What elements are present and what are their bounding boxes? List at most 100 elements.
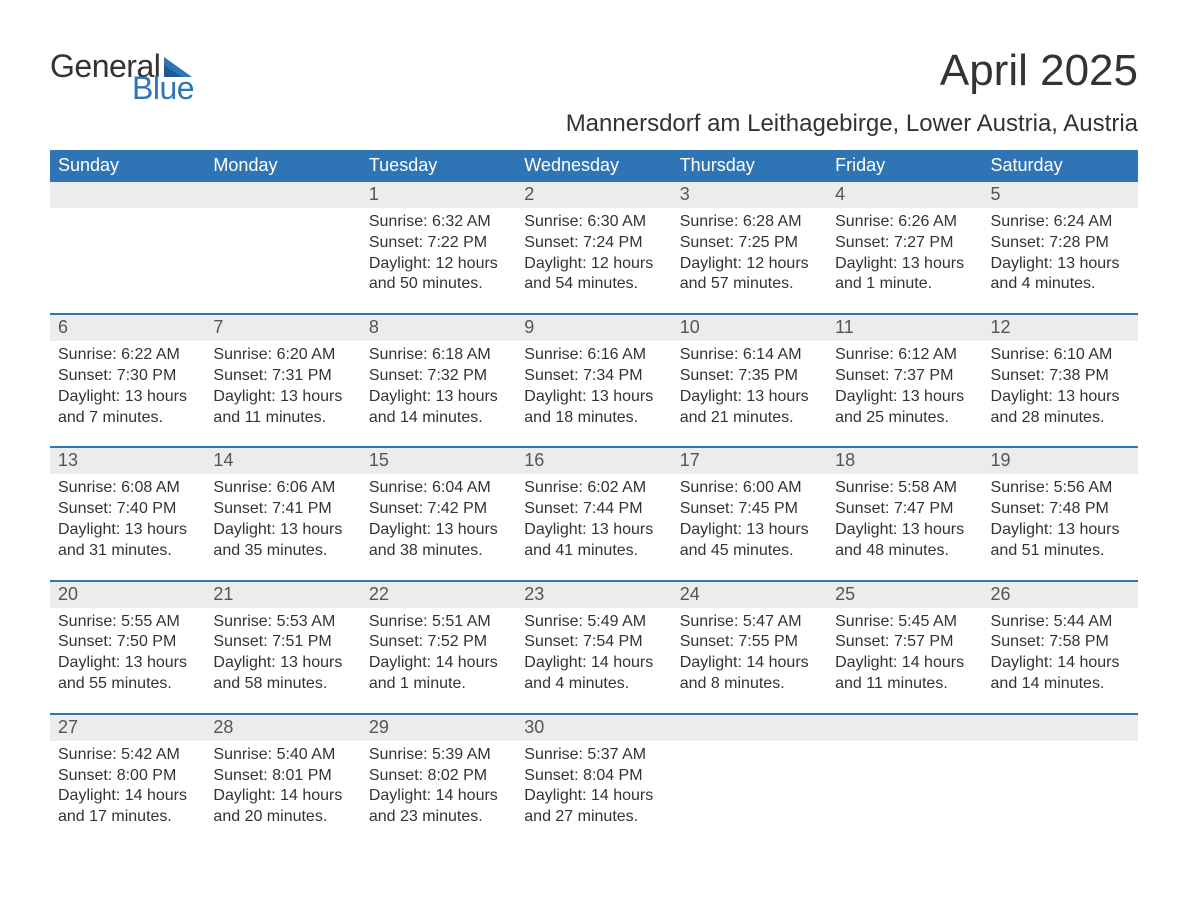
- day-line: Sunrise: 5:37 AM: [524, 745, 663, 766]
- day-number: 19: [983, 448, 1138, 474]
- day-body: Sunrise: 5:55 AMSunset: 7:50 PMDaylight:…: [50, 608, 205, 695]
- day-line: Daylight: 13 hours and 28 minutes.: [991, 387, 1130, 429]
- week-row: 20Sunrise: 5:55 AMSunset: 7:50 PMDayligh…: [50, 580, 1138, 713]
- day-line: Sunrise: 5:39 AM: [369, 745, 508, 766]
- day-body: Sunrise: 6:04 AMSunset: 7:42 PMDaylight:…: [361, 474, 516, 561]
- day-cell: 11Sunrise: 6:12 AMSunset: 7:37 PMDayligh…: [827, 315, 982, 446]
- day-line: Sunset: 7:54 PM: [524, 632, 663, 653]
- week-row: 27Sunrise: 5:42 AMSunset: 8:00 PMDayligh…: [50, 713, 1138, 846]
- day-cell: 7Sunrise: 6:20 AMSunset: 7:31 PMDaylight…: [205, 315, 360, 446]
- day-cell: 13Sunrise: 6:08 AMSunset: 7:40 PMDayligh…: [50, 448, 205, 579]
- day-body: Sunrise: 5:58 AMSunset: 7:47 PMDaylight:…: [827, 474, 982, 561]
- day-body: Sunrise: 6:06 AMSunset: 7:41 PMDaylight:…: [205, 474, 360, 561]
- day-cell: 24Sunrise: 5:47 AMSunset: 7:55 PMDayligh…: [672, 582, 827, 713]
- day-body: Sunrise: 6:08 AMSunset: 7:40 PMDaylight:…: [50, 474, 205, 561]
- day-line: Sunset: 8:02 PM: [369, 766, 508, 787]
- day-line: Sunset: 7:32 PM: [369, 366, 508, 387]
- day-line: Daylight: 14 hours and 14 minutes.: [991, 653, 1130, 695]
- day-line: Sunrise: 6:10 AM: [991, 345, 1130, 366]
- day-line: Sunrise: 6:04 AM: [369, 478, 508, 499]
- dow-row: Sunday Monday Tuesday Wednesday Thursday…: [50, 150, 1138, 182]
- day-line: Sunset: 7:24 PM: [524, 233, 663, 254]
- day-line: Sunset: 7:30 PM: [58, 366, 197, 387]
- week-row: 13Sunrise: 6:08 AMSunset: 7:40 PMDayligh…: [50, 446, 1138, 579]
- day-line: Sunset: 7:28 PM: [991, 233, 1130, 254]
- day-line: Sunrise: 6:20 AM: [213, 345, 352, 366]
- day-cell: 27Sunrise: 5:42 AMSunset: 8:00 PMDayligh…: [50, 715, 205, 846]
- day-line: Daylight: 13 hours and 21 minutes.: [680, 387, 819, 429]
- day-line: Sunset: 7:35 PM: [680, 366, 819, 387]
- day-cell: 25Sunrise: 5:45 AMSunset: 7:57 PMDayligh…: [827, 582, 982, 713]
- day-cell: 21Sunrise: 5:53 AMSunset: 7:51 PMDayligh…: [205, 582, 360, 713]
- day-line: Sunset: 8:01 PM: [213, 766, 352, 787]
- day-body: Sunrise: 5:42 AMSunset: 8:00 PMDaylight:…: [50, 741, 205, 828]
- day-line: Daylight: 13 hours and 48 minutes.: [835, 520, 974, 562]
- day-line: Daylight: 14 hours and 1 minute.: [369, 653, 508, 695]
- day-cell: 10Sunrise: 6:14 AMSunset: 7:35 PMDayligh…: [672, 315, 827, 446]
- day-body: Sunrise: 6:28 AMSunset: 7:25 PMDaylight:…: [672, 208, 827, 295]
- day-line: Daylight: 13 hours and 55 minutes.: [58, 653, 197, 695]
- day-line: Sunset: 7:44 PM: [524, 499, 663, 520]
- day-body: Sunrise: 6:24 AMSunset: 7:28 PMDaylight:…: [983, 208, 1138, 295]
- day-body: Sunrise: 5:49 AMSunset: 7:54 PMDaylight:…: [516, 608, 671, 695]
- day-cell: 23Sunrise: 5:49 AMSunset: 7:54 PMDayligh…: [516, 582, 671, 713]
- day-number: 16: [516, 448, 671, 474]
- day-line: Sunrise: 6:18 AM: [369, 345, 508, 366]
- day-number: 21: [205, 582, 360, 608]
- day-line: Daylight: 14 hours and 20 minutes.: [213, 786, 352, 828]
- day-cell: 2Sunrise: 6:30 AMSunset: 7:24 PMDaylight…: [516, 182, 671, 313]
- day-number: 24: [672, 582, 827, 608]
- day-line: Sunrise: 5:44 AM: [991, 612, 1130, 633]
- dow-thursday: Thursday: [672, 150, 827, 182]
- day-line: Sunrise: 5:58 AM: [835, 478, 974, 499]
- day-number: 15: [361, 448, 516, 474]
- day-line: Daylight: 13 hours and 25 minutes.: [835, 387, 974, 429]
- day-number: 30: [516, 715, 671, 741]
- day-line: Sunrise: 6:06 AM: [213, 478, 352, 499]
- day-cell: 9Sunrise: 6:16 AMSunset: 7:34 PMDaylight…: [516, 315, 671, 446]
- day-number: 26: [983, 582, 1138, 608]
- day-number: 25: [827, 582, 982, 608]
- day-line: Sunset: 7:37 PM: [835, 366, 974, 387]
- day-body: Sunrise: 5:39 AMSunset: 8:02 PMDaylight:…: [361, 741, 516, 828]
- day-line: Daylight: 12 hours and 50 minutes.: [369, 254, 508, 296]
- day-line: Sunset: 7:38 PM: [991, 366, 1130, 387]
- day-cell: 1Sunrise: 6:32 AMSunset: 7:22 PMDaylight…: [361, 182, 516, 313]
- day-line: Daylight: 13 hours and 31 minutes.: [58, 520, 197, 562]
- day-cell: 5Sunrise: 6:24 AMSunset: 7:28 PMDaylight…: [983, 182, 1138, 313]
- dow-monday: Monday: [205, 150, 360, 182]
- day-number: 3: [672, 182, 827, 208]
- day-line: Sunrise: 5:55 AM: [58, 612, 197, 633]
- day-line: Daylight: 13 hours and 38 minutes.: [369, 520, 508, 562]
- day-body: Sunrise: 5:53 AMSunset: 7:51 PMDaylight:…: [205, 608, 360, 695]
- day-line: Sunrise: 6:02 AM: [524, 478, 663, 499]
- day-cell: 28Sunrise: 5:40 AMSunset: 8:01 PMDayligh…: [205, 715, 360, 846]
- dow-friday: Friday: [827, 150, 982, 182]
- calendar-page: General Blue April 2025 Mannersdorf am L…: [0, 0, 1188, 886]
- day-line: Sunset: 7:55 PM: [680, 632, 819, 653]
- day-number: [50, 182, 205, 208]
- day-body: Sunrise: 6:16 AMSunset: 7:34 PMDaylight:…: [516, 341, 671, 428]
- day-cell: 29Sunrise: 5:39 AMSunset: 8:02 PMDayligh…: [361, 715, 516, 846]
- day-number: 28: [205, 715, 360, 741]
- day-number: 17: [672, 448, 827, 474]
- day-body: Sunrise: 5:37 AMSunset: 8:04 PMDaylight:…: [516, 741, 671, 828]
- day-number: 14: [205, 448, 360, 474]
- day-number: 12: [983, 315, 1138, 341]
- day-line: Sunrise: 5:51 AM: [369, 612, 508, 633]
- day-body: Sunrise: 6:30 AMSunset: 7:24 PMDaylight:…: [516, 208, 671, 295]
- day-cell: 12 Sunrise: 6:10 AMSunset: 7:38 PMDayligh…: [983, 315, 1138, 446]
- day-line: Sunrise: 6:24 AM: [991, 212, 1130, 233]
- day-line: Sunrise: 6:26 AM: [835, 212, 974, 233]
- day-body: Sunrise: 6:02 AMSunset: 7:44 PMDaylight:…: [516, 474, 671, 561]
- day-line: Sunset: 7:50 PM: [58, 632, 197, 653]
- day-line: Daylight: 13 hours and 45 minutes.: [680, 520, 819, 562]
- day-body: Sunrise: 6:20 AMSunset: 7:31 PMDaylight:…: [205, 341, 360, 428]
- day-line: Daylight: 13 hours and 41 minutes.: [524, 520, 663, 562]
- day-line: Sunrise: 6:28 AM: [680, 212, 819, 233]
- day-cell: [205, 182, 360, 313]
- dow-sunday: Sunday: [50, 150, 205, 182]
- logo: General Blue: [50, 50, 194, 104]
- day-line: Daylight: 13 hours and 11 minutes.: [213, 387, 352, 429]
- page-title: April 2025: [940, 46, 1138, 96]
